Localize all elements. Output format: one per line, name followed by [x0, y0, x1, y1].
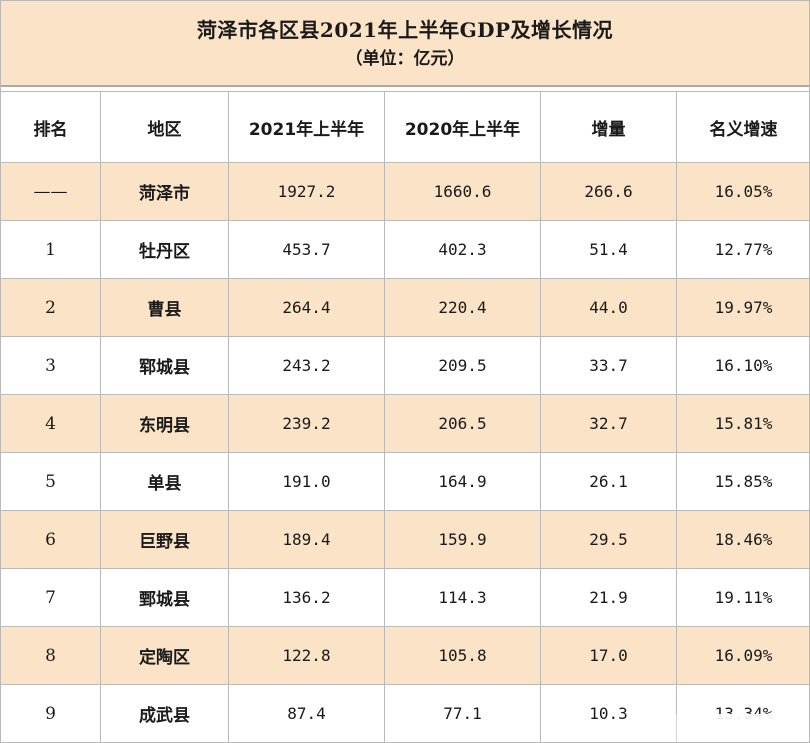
gdp-2021-cell: 453.7 [228, 220, 385, 279]
gdp-2021-cell: 136.2 [228, 568, 385, 627]
increase-cell: 29.5 [540, 510, 677, 569]
rank-cell: 2 [1, 278, 101, 337]
table-row: 7 鄄城县 136.2 114.3 21.9 19.11% [1, 568, 809, 627]
gdp-2021-cell: 191.0 [228, 452, 385, 511]
increase-cell: 17.0 [540, 626, 677, 685]
table-row: 3 郓城县 243.2 209.5 33.7 16.10% [1, 336, 809, 395]
increase-cell: 10.3 [540, 684, 677, 742]
gdp-2021-cell: 189.4 [228, 510, 385, 569]
rank-cell: 4 [1, 394, 101, 453]
increase-cell: 44.0 [540, 278, 677, 337]
table-row: —— 菏泽市 1927.2 1660.6 266.6 16.05% [1, 162, 809, 221]
table-row: 1 牡丹区 453.7 402.3 51.4 12.77% [1, 220, 809, 279]
increase-cell: 21.9 [540, 568, 677, 627]
header-row: 排名 地区 2021年上半年 2020年上半年 增量 名义增速 [1, 91, 809, 163]
table-row: 2 曹县 264.4 220.4 44.0 19.97% [1, 278, 809, 337]
table-row: 6 巨野县 189.4 159.9 29.5 18.46% [1, 510, 809, 569]
gdp-2020-cell: 402.3 [384, 220, 541, 279]
growth-cell: 16.10% [676, 336, 809, 395]
header-region: 地区 [100, 91, 229, 163]
gdp-2021-cell: 264.4 [228, 278, 385, 337]
region-cell: 曹县 [100, 278, 229, 337]
region-cell: 巨野县 [100, 510, 229, 569]
gdp-2021-cell: 122.8 [228, 626, 385, 685]
rank-cell: 7 [1, 568, 101, 627]
region-cell: 成武县 [100, 684, 229, 742]
gdp-2020-cell: 159.9 [384, 510, 541, 569]
rank-cell: 5 [1, 452, 101, 511]
growth-cell: 19.11% [676, 568, 809, 627]
growth-cell: 18.46% [676, 510, 809, 569]
region-cell: 鄄城县 [100, 568, 229, 627]
rank-cell: 3 [1, 336, 101, 395]
gdp-2020-cell: 164.9 [384, 452, 541, 511]
gdp-2020-cell: 1660.6 [384, 162, 541, 221]
gdp-2021-cell: 87.4 [228, 684, 385, 742]
gdp-table: 排名 地区 2021年上半年 2020年上半年 增量 名义增速 —— 菏泽市 1… [1, 91, 809, 742]
gdp-2020-cell: 77.1 [384, 684, 541, 742]
gdp-2021-cell: 243.2 [228, 336, 385, 395]
gdp-2020-cell: 206.5 [384, 394, 541, 453]
table-row: 8 定陶区 122.8 105.8 17.0 16.09% [1, 626, 809, 685]
region-cell: 定陶区 [100, 626, 229, 685]
growth-cell: 12.77% [676, 220, 809, 279]
gdp-2020-cell: 220.4 [384, 278, 541, 337]
rank-cell: 6 [1, 510, 101, 569]
region-cell: 郓城县 [100, 336, 229, 395]
increase-cell: 51.4 [540, 220, 677, 279]
growth-cell: 15.81% [676, 394, 809, 453]
increase-cell: 32.7 [540, 394, 677, 453]
growth-cell: 16.05% [676, 162, 809, 221]
table-title: 菏泽市各区县2021年上半年GDP及增长情况 [196, 18, 614, 42]
gdp-2021-cell: 239.2 [228, 394, 385, 453]
increase-cell: 33.7 [540, 336, 677, 395]
region-cell: 单县 [100, 452, 229, 511]
table-row: 5 单县 191.0 164.9 26.1 15.85% [1, 452, 809, 511]
increase-cell: 266.6 [540, 162, 677, 221]
region-cell: 牡丹区 [100, 220, 229, 279]
gdp-2020-cell: 114.3 [384, 568, 541, 627]
watermark-overlay [649, 714, 809, 742]
rank-cell: 8 [1, 626, 101, 685]
unit-note: （单位：亿元） [345, 49, 465, 69]
gdp-2020-cell: 209.5 [384, 336, 541, 395]
gdp-2021-cell: 1927.2 [228, 162, 385, 221]
header-increase: 增量 [540, 91, 677, 163]
region-cell: 菏泽市 [100, 162, 229, 221]
rank-cell: 1 [1, 220, 101, 279]
table-row: 4 东明县 239.2 206.5 32.7 15.81% [1, 394, 809, 453]
growth-cell: 15.85% [676, 452, 809, 511]
header-2020h1: 2020年上半年 [384, 91, 541, 163]
region-cell: 东明县 [100, 394, 229, 453]
increase-cell: 26.1 [540, 452, 677, 511]
growth-cell: 16.09% [676, 626, 809, 685]
header-growth: 名义增速 [676, 91, 809, 163]
header-rank: 排名 [1, 91, 101, 163]
title-block: 菏泽市各区县2021年上半年GDP及增长情况 （单位：亿元） [1, 1, 809, 87]
header-2021h1: 2021年上半年 [228, 91, 385, 163]
gdp-2020-cell: 105.8 [384, 626, 541, 685]
rank-cell: 9 [1, 684, 101, 742]
rank-cell: —— [1, 162, 101, 221]
growth-cell: 19.97% [676, 278, 809, 337]
